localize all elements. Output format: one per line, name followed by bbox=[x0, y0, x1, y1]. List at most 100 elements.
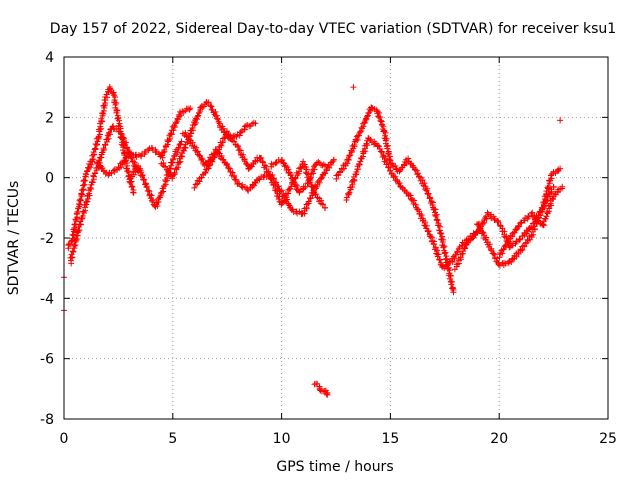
data-point bbox=[488, 215, 495, 222]
series-track-k bbox=[343, 134, 481, 272]
data-point bbox=[491, 251, 498, 258]
data-point bbox=[158, 189, 165, 196]
data-point bbox=[207, 102, 214, 109]
data-point bbox=[178, 152, 185, 159]
data-point bbox=[431, 205, 438, 212]
data-point bbox=[264, 169, 271, 176]
data-point bbox=[177, 112, 184, 119]
data-point bbox=[69, 248, 76, 255]
data-point bbox=[73, 235, 80, 242]
data-point bbox=[118, 131, 125, 138]
x-axis-label: GPS time / hours bbox=[276, 459, 393, 475]
data-point bbox=[363, 140, 370, 147]
data-point bbox=[82, 199, 89, 206]
data-point bbox=[415, 170, 422, 177]
data-point bbox=[462, 244, 469, 251]
data-point bbox=[377, 148, 384, 155]
data-point bbox=[461, 245, 468, 252]
series-track-i bbox=[311, 380, 331, 398]
data-point bbox=[374, 142, 381, 149]
data-point bbox=[193, 144, 200, 151]
data-point bbox=[330, 156, 337, 163]
data-point bbox=[130, 189, 137, 196]
data-point bbox=[236, 132, 243, 139]
data-point bbox=[411, 197, 418, 204]
x-tick-label: 10 bbox=[273, 431, 291, 447]
data-point bbox=[364, 113, 371, 120]
data-point bbox=[322, 204, 329, 211]
data-point bbox=[423, 187, 430, 194]
data-point bbox=[123, 145, 130, 152]
data-point bbox=[283, 194, 290, 201]
data-point bbox=[110, 123, 117, 130]
data-point bbox=[120, 134, 126, 141]
data-point bbox=[517, 236, 524, 243]
data-point bbox=[143, 184, 150, 191]
data-point bbox=[310, 170, 317, 177]
x-tick-label: 25 bbox=[599, 431, 617, 447]
data-point bbox=[77, 196, 84, 203]
data-point bbox=[257, 155, 264, 162]
data-point bbox=[90, 173, 97, 180]
data-point bbox=[98, 115, 105, 122]
data-point bbox=[252, 120, 259, 127]
data-point bbox=[454, 249, 461, 256]
data-point bbox=[148, 192, 155, 199]
data-point bbox=[480, 230, 487, 237]
y-tick-label: -2 bbox=[40, 231, 54, 247]
data-point bbox=[346, 152, 353, 159]
data-point bbox=[128, 184, 135, 191]
data-point bbox=[307, 175, 314, 182]
data-point bbox=[486, 241, 493, 248]
data-point bbox=[405, 155, 412, 162]
data-point bbox=[305, 198, 312, 205]
data-point bbox=[169, 175, 176, 182]
data-point bbox=[427, 195, 434, 202]
data-point bbox=[127, 149, 134, 156]
series-track-j bbox=[333, 104, 457, 296]
data-point bbox=[189, 139, 196, 146]
data-point bbox=[229, 169, 236, 176]
data-point bbox=[499, 250, 506, 257]
data-point bbox=[496, 262, 503, 269]
data-point bbox=[483, 215, 490, 222]
data-point bbox=[449, 285, 456, 292]
data-point bbox=[412, 201, 419, 208]
data-point bbox=[425, 190, 432, 197]
data-point bbox=[276, 193, 283, 200]
data-point bbox=[557, 165, 564, 172]
data-point bbox=[559, 183, 566, 190]
data-point bbox=[433, 217, 440, 224]
data-point bbox=[71, 221, 78, 228]
data-point bbox=[418, 211, 425, 218]
y-tick-label: -4 bbox=[40, 291, 54, 307]
data-point bbox=[219, 156, 226, 163]
data-point bbox=[436, 230, 443, 237]
axis-ticks: 0 5 10 15 20 25 -8 -6 -4 -2 0 2 4 bbox=[40, 50, 617, 447]
data-point bbox=[230, 173, 237, 180]
data-point bbox=[491, 215, 498, 222]
data-point bbox=[175, 145, 182, 152]
data-point bbox=[302, 184, 309, 191]
data-point bbox=[392, 173, 399, 180]
data-point bbox=[425, 227, 432, 234]
data-point bbox=[516, 223, 523, 230]
data-point bbox=[140, 176, 147, 183]
data-point bbox=[265, 168, 272, 175]
data-point bbox=[245, 165, 252, 172]
x-tick-label: 0 bbox=[60, 431, 69, 447]
series-track-d bbox=[126, 138, 185, 210]
data-point bbox=[541, 199, 548, 206]
data-point bbox=[206, 162, 213, 169]
data-point bbox=[296, 189, 303, 196]
data-point bbox=[346, 189, 353, 196]
data-point bbox=[158, 152, 165, 159]
data-point bbox=[320, 161, 327, 168]
data-point bbox=[178, 138, 185, 145]
data-point bbox=[479, 229, 486, 236]
data-point bbox=[376, 143, 383, 150]
series-track-l bbox=[451, 183, 557, 273]
y-axis-label: SDTVAR / TECUs bbox=[6, 181, 22, 296]
data-point bbox=[384, 145, 391, 152]
